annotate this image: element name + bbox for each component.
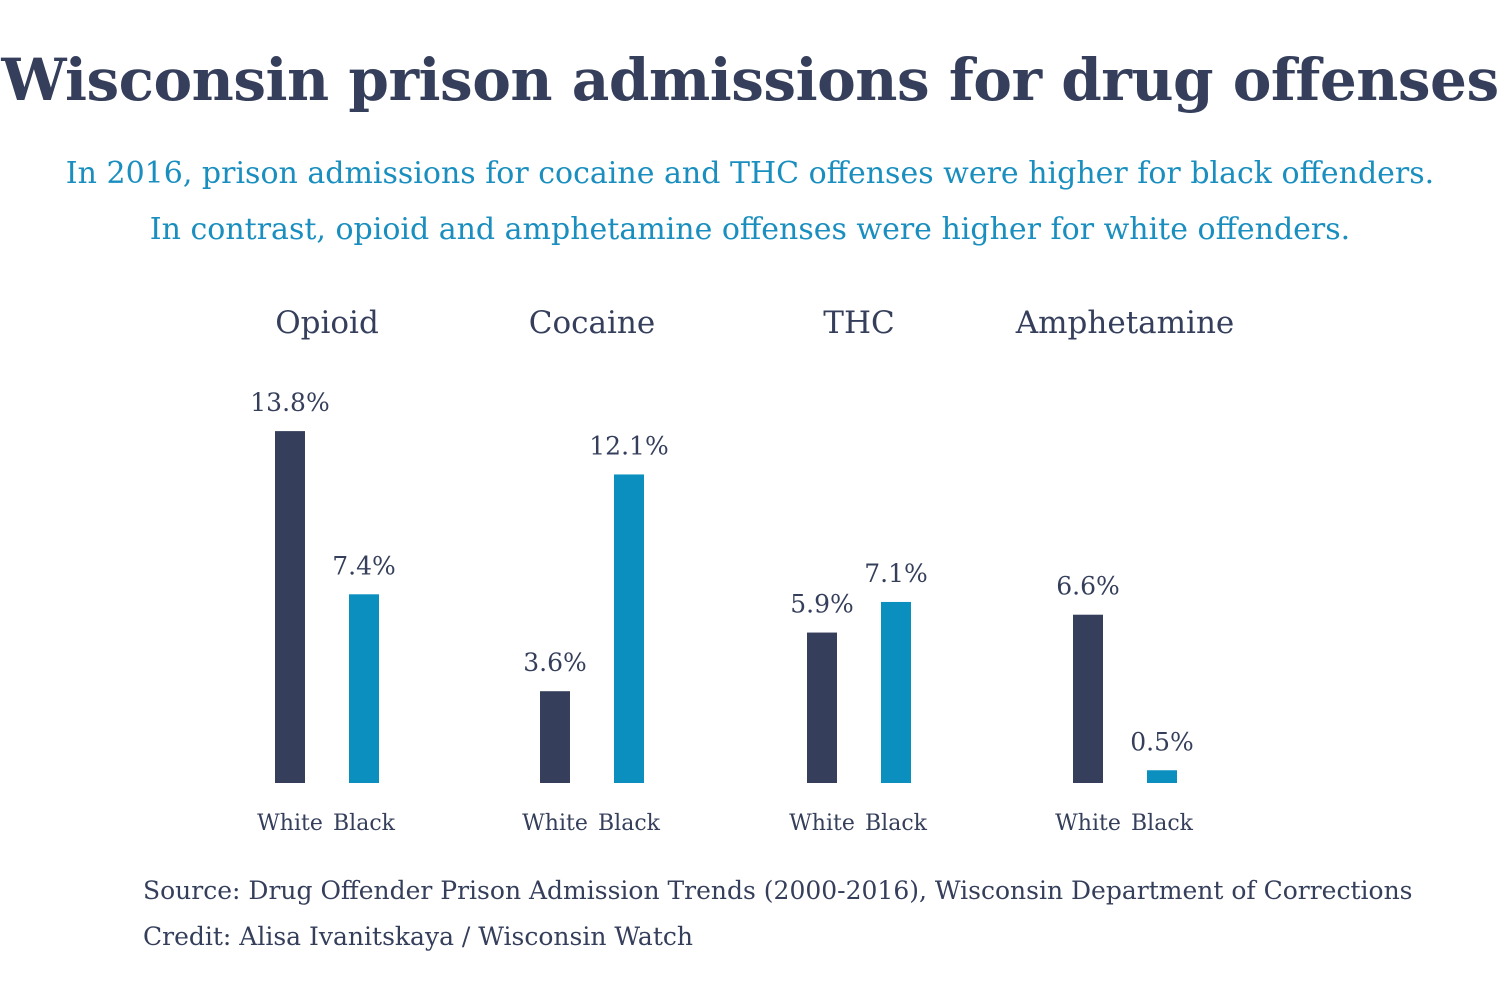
- bar-opioid-white: [275, 431, 305, 783]
- chart-subtitle-line-2: In contrast, opioid and amphetamine offe…: [149, 212, 1351, 247]
- series-label-opioid-black: Black: [333, 811, 396, 836]
- bar-thc-black: [881, 601, 911, 783]
- bar-amphetamine-white: [1073, 614, 1103, 783]
- series-label-cocaine-black: Black: [598, 811, 661, 836]
- value-label-thc-black: 7.1%: [864, 559, 928, 588]
- bar-amphetamine-black: [1147, 770, 1177, 783]
- value-label-thc-white: 5.9%: [790, 590, 854, 619]
- series-label-thc-black: Black: [865, 811, 928, 836]
- value-label-amphetamine-black: 0.5%: [1130, 727, 1194, 756]
- category-label-amphetamine: Amphetamine: [1015, 305, 1235, 341]
- value-label-cocaine-white: 3.6%: [523, 648, 587, 677]
- series-label-thc-white: White: [789, 811, 855, 836]
- bar-opioid-black: [349, 594, 379, 783]
- series-label-opioid-white: White: [257, 811, 323, 836]
- bar-cocaine-black: [614, 474, 644, 783]
- value-label-cocaine-black: 12.1%: [589, 431, 668, 460]
- value-label-opioid-black: 7.4%: [332, 551, 396, 580]
- chart-subtitle-line-1: In 2016, prison admissions for cocaine a…: [65, 156, 1435, 191]
- bar-thc-white: [807, 632, 837, 783]
- source-note: Source: Drug Offender Prison Admission T…: [143, 876, 1413, 905]
- chart-title: Wisconsin prison admissions for drug off…: [1, 46, 1499, 114]
- series-label-amphetamine-white: White: [1055, 811, 1121, 836]
- value-label-opioid-white: 13.8%: [250, 388, 329, 417]
- category-label-cocaine: Cocaine: [529, 305, 655, 341]
- series-label-amphetamine-black: Black: [1131, 811, 1194, 836]
- series-label-cocaine-white: White: [522, 811, 588, 836]
- bar-cocaine-white: [540, 691, 570, 783]
- credit-note: Credit: Alisa Ivanitskaya / Wisconsin Wa…: [143, 922, 693, 951]
- category-label-thc: THC: [823, 305, 894, 341]
- value-label-amphetamine-white: 6.6%: [1056, 572, 1120, 601]
- category-label-opioid: Opioid: [275, 305, 379, 341]
